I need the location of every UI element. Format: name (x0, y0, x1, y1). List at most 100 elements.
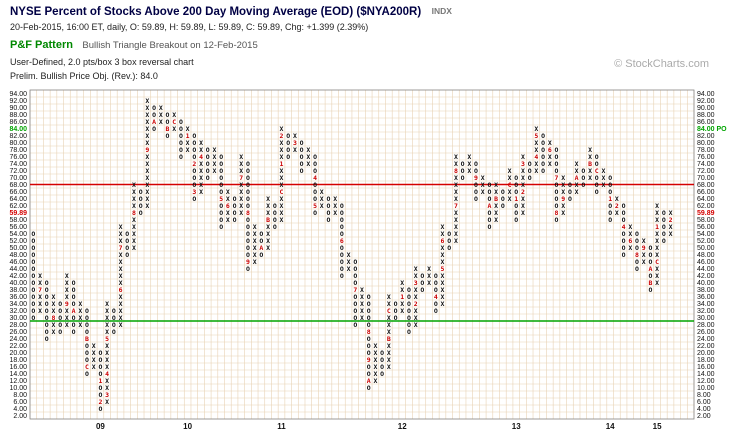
svg-text:88.00: 88.00 (9, 112, 27, 119)
svg-text:X: X (441, 279, 445, 287)
svg-text:X: X (105, 307, 109, 315)
svg-text:A: A (575, 174, 579, 182)
svg-text:X: X (119, 272, 123, 280)
svg-text:9: 9 (145, 146, 149, 154)
svg-text:X: X (186, 125, 190, 133)
svg-text:X: X (119, 307, 123, 315)
svg-text:O: O (568, 195, 572, 203)
svg-text:4.00: 4.00 (13, 406, 27, 413)
svg-text:X: X (387, 321, 391, 329)
svg-text:O: O (31, 279, 35, 287)
svg-text:50.00: 50.00 (697, 245, 715, 252)
svg-text:5: 5 (313, 202, 317, 210)
svg-text:X: X (92, 349, 96, 357)
svg-text:X: X (145, 202, 149, 210)
svg-text:1: 1 (98, 377, 102, 385)
svg-text:O: O (367, 342, 371, 350)
svg-text:O: O (206, 153, 210, 161)
svg-text:O: O (501, 195, 505, 203)
svg-text:X: X (199, 160, 203, 168)
svg-text:8: 8 (367, 328, 371, 336)
svg-text:X: X (628, 230, 632, 238)
svg-text:X: X (119, 237, 123, 245)
svg-text:6.00: 6.00 (697, 399, 711, 406)
svg-text:O: O (300, 139, 304, 147)
svg-text:X: X (119, 300, 123, 308)
svg-text:3: 3 (192, 188, 196, 196)
svg-text:O: O (367, 307, 371, 315)
svg-text:94.00: 94.00 (697, 91, 715, 98)
svg-text:4: 4 (199, 153, 203, 161)
svg-text:X: X (494, 188, 498, 196)
svg-text:O: O (568, 188, 572, 196)
svg-text:X: X (414, 307, 418, 315)
svg-text:X: X (145, 104, 149, 112)
svg-text:O: O (273, 202, 277, 210)
svg-text:X: X (226, 216, 230, 224)
svg-text:X: X (387, 356, 391, 364)
svg-text:X: X (441, 286, 445, 294)
svg-text:X: X (414, 321, 418, 329)
svg-text:O: O (45, 335, 49, 343)
svg-text:O: O (555, 216, 559, 224)
svg-text:O: O (514, 181, 518, 189)
svg-text:O: O (31, 244, 35, 252)
svg-text:O: O (72, 293, 76, 301)
svg-text:O: O (541, 153, 545, 161)
svg-text:O: O (447, 230, 451, 238)
svg-text:X: X (78, 307, 82, 315)
svg-text:O: O (85, 328, 89, 336)
svg-text:X: X (132, 237, 136, 245)
svg-text:X: X (266, 202, 270, 210)
svg-text:20.00: 20.00 (9, 350, 27, 357)
svg-text:X: X (132, 244, 136, 252)
svg-text:O: O (326, 202, 330, 210)
svg-text:X: X (521, 153, 525, 161)
svg-text:O: O (179, 118, 183, 126)
svg-text:O: O (555, 195, 559, 203)
svg-text:X: X (159, 111, 163, 119)
svg-text:7: 7 (454, 202, 458, 210)
svg-text:O: O (58, 321, 62, 329)
svg-text:X: X (575, 160, 579, 168)
svg-text:O: O (85, 349, 89, 357)
svg-text:O: O (45, 286, 49, 294)
svg-text:C: C (655, 258, 659, 266)
svg-text:X: X (575, 167, 579, 175)
svg-text:O: O (313, 209, 317, 217)
svg-text:X: X (601, 174, 605, 182)
svg-text:X: X (534, 139, 538, 147)
svg-text:O: O (394, 300, 398, 308)
svg-text:O: O (394, 307, 398, 315)
svg-text:X: X (199, 167, 203, 175)
svg-text:O: O (233, 216, 237, 224)
svg-text:X: X (441, 251, 445, 259)
svg-text:56.00: 56.00 (9, 224, 27, 231)
svg-text:O: O (555, 153, 559, 161)
svg-text:66.00: 66.00 (9, 189, 27, 196)
svg-text:O: O (219, 174, 223, 182)
svg-text:O: O (85, 307, 89, 315)
svg-text:X: X (534, 167, 538, 175)
svg-text:X: X (333, 209, 337, 217)
svg-text:X: X (387, 363, 391, 371)
svg-text:O: O (31, 258, 35, 266)
svg-text:X: X (172, 125, 176, 133)
svg-text:84.00: 84.00 (9, 126, 27, 133)
svg-text:O: O (192, 174, 196, 182)
svg-text:X: X (105, 328, 109, 336)
svg-text:59.89: 59.89 (697, 210, 715, 217)
svg-text:O: O (246, 167, 250, 175)
svg-text:O: O (192, 139, 196, 147)
svg-text:O: O (635, 244, 639, 252)
svg-text:20.00: 20.00 (697, 350, 715, 357)
svg-text:X: X (65, 272, 69, 280)
svg-text:B: B (85, 335, 89, 343)
svg-text:O: O (179, 132, 183, 140)
svg-text:X: X (387, 293, 391, 301)
svg-text:X: X (226, 195, 230, 203)
svg-text:O: O (380, 363, 384, 371)
svg-text:40.00: 40.00 (697, 280, 715, 287)
svg-text:X: X (655, 265, 659, 273)
